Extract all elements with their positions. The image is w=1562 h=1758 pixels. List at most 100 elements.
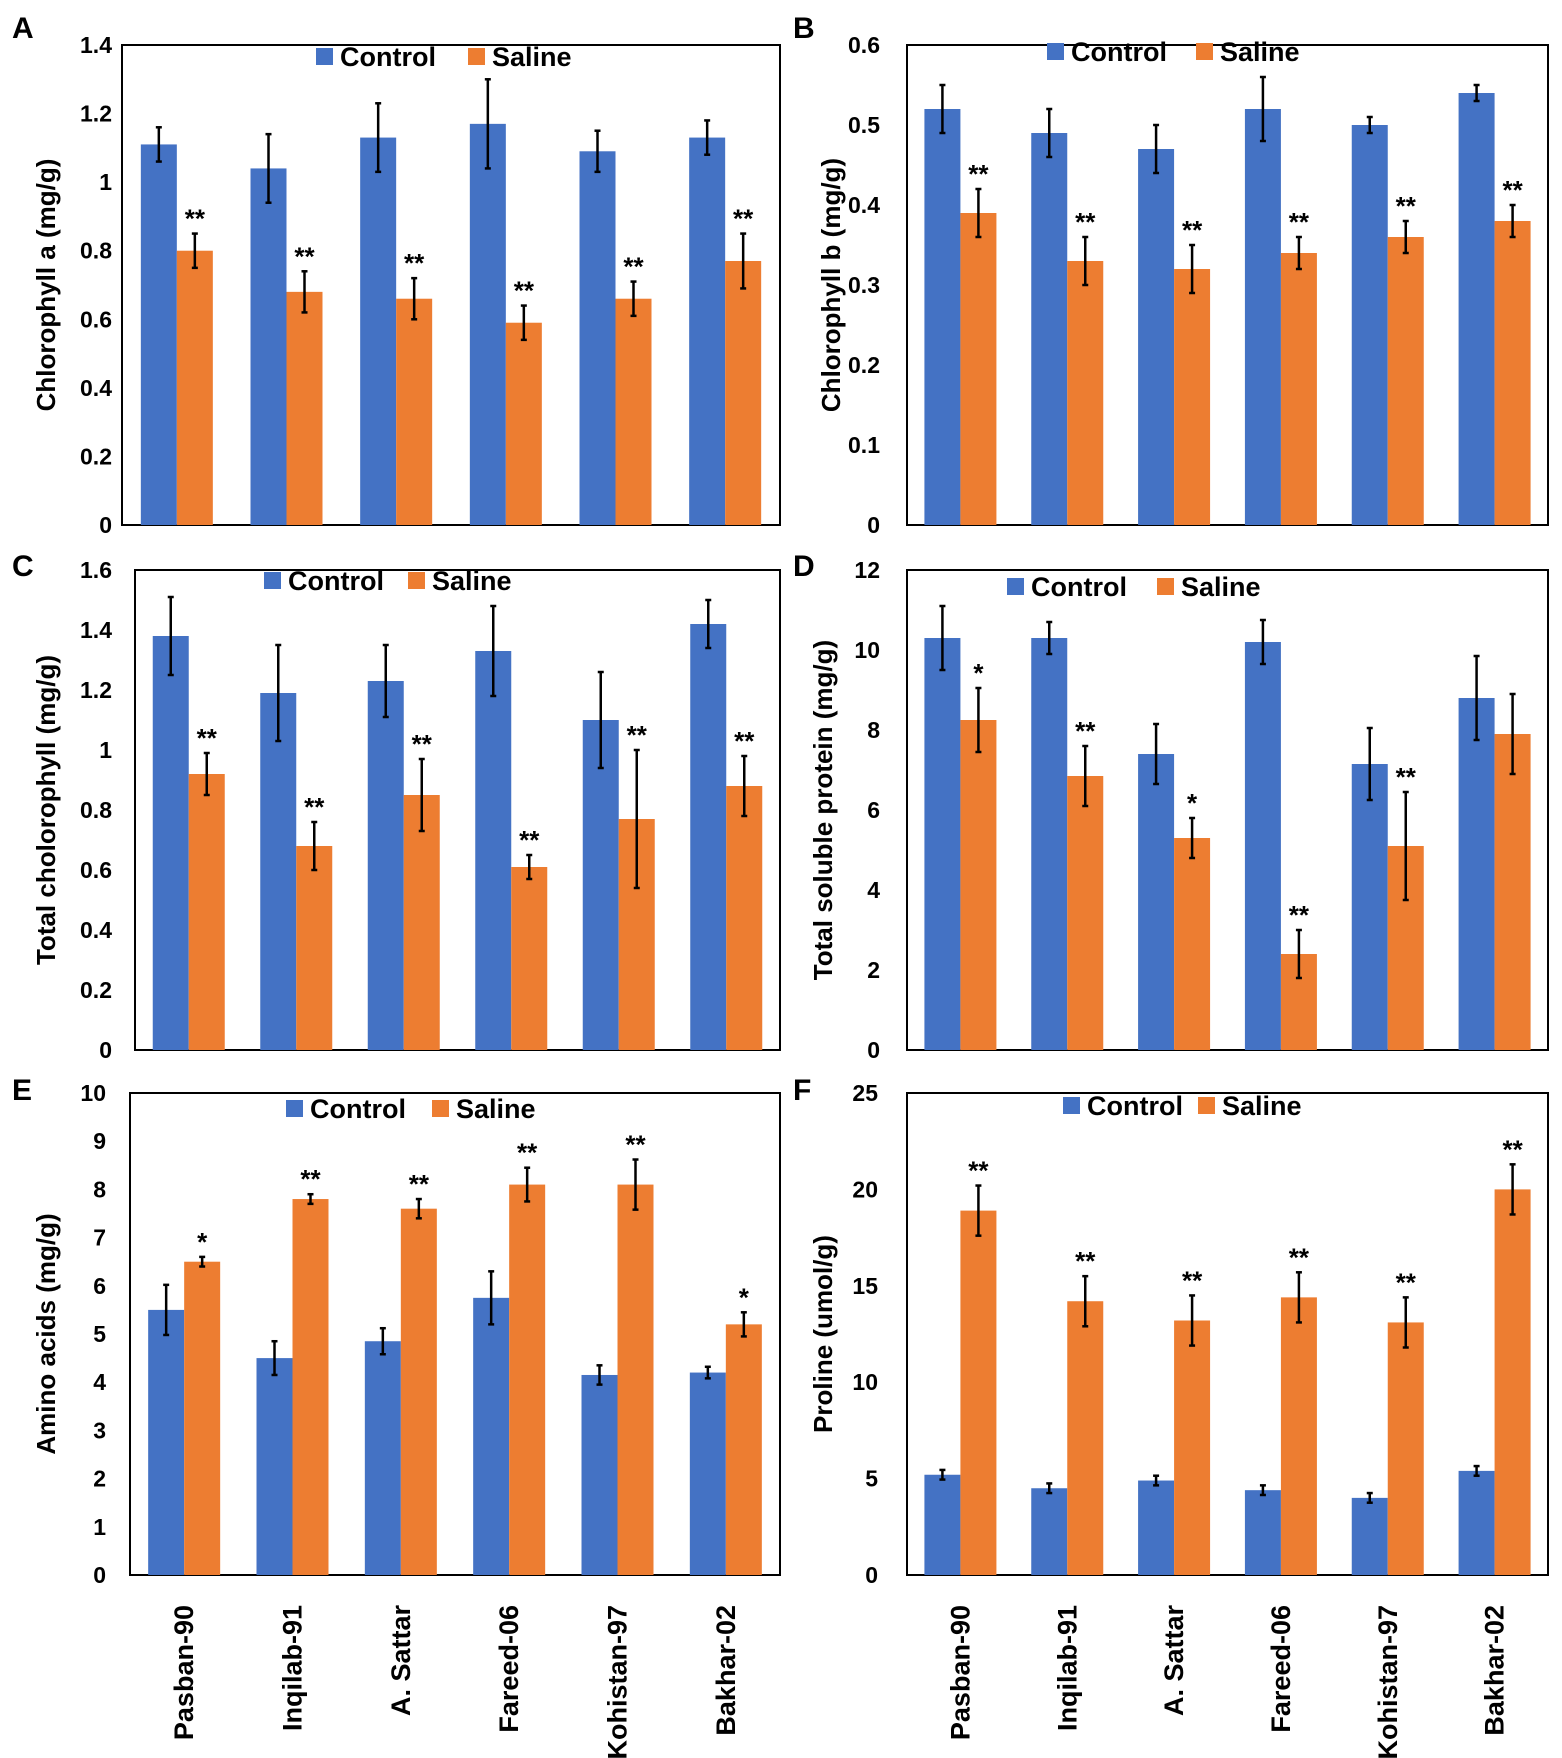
bar-saline (511, 867, 548, 1050)
legend-swatch-saline (1196, 43, 1213, 60)
bar-control (256, 1358, 293, 1575)
legend-label-control: Control (288, 566, 384, 596)
significance-label: ** (734, 726, 755, 756)
y-tick-label: 4 (867, 877, 880, 903)
x-category-label: Bakhar-02 (711, 1605, 741, 1736)
bar-control (924, 109, 961, 525)
y-tick-label: 8 (867, 717, 880, 743)
bar-control (1244, 109, 1281, 525)
panel-letter: A (12, 12, 34, 45)
y-tick-label: 0 (865, 1562, 878, 1588)
y-tick-label: 0 (867, 512, 880, 538)
y-tick-label: 2 (867, 957, 880, 983)
significance-label: ** (625, 1130, 646, 1160)
x-category-label: Pasban-90 (169, 1605, 199, 1740)
y-tick-label: 0.4 (80, 375, 112, 401)
plot-frame (906, 44, 1549, 526)
y-tick-label: 4 (93, 1369, 106, 1395)
y-tick-label: 0.5 (848, 112, 880, 138)
y-tick-label: 2 (93, 1466, 106, 1492)
legend-swatch-saline (1198, 1097, 1215, 1114)
y-tick-label: 1.2 (80, 101, 112, 127)
bar-saline (725, 261, 762, 525)
legend-label-saline: Saline (492, 42, 572, 72)
y-tick-label: 10 (854, 637, 880, 663)
bar-control (367, 681, 404, 1050)
bar-control (1351, 1497, 1388, 1575)
y-tick-label: 0 (99, 1037, 112, 1063)
significance-label: ** (185, 204, 206, 234)
bar-saline (1494, 1189, 1531, 1575)
legend-swatch-control (1047, 43, 1064, 60)
y-tick-label: 0.4 (848, 192, 880, 218)
significance-label: * (197, 1227, 208, 1257)
bar-saline (509, 1184, 546, 1575)
panel-c: C 0 0.2 0.4 0.6 0.8 1 1.2 1.4 1.6 Total cholorophy… (12, 550, 781, 1063)
bar-saline (725, 1324, 762, 1575)
bar-control (1458, 93, 1495, 525)
legend-label-control: Control (1031, 572, 1127, 602)
bar-saline (296, 846, 333, 1050)
legend-label-saline: Saline (432, 566, 512, 596)
legend-swatch-control (1063, 1097, 1080, 1114)
plot-frame (129, 1092, 781, 1576)
bar-control (364, 1341, 401, 1575)
bar-saline (396, 298, 433, 525)
y-tick-label: 10 (852, 1369, 878, 1395)
y-tick-label: 9 (93, 1128, 106, 1154)
significance-label: ** (1182, 1265, 1203, 1295)
bar-saline (188, 774, 225, 1050)
panel-a: A 0 0.2 0.4 0.6 0.8 1 1.2 1.4 Chlorophyll a (mg/g… (12, 12, 781, 538)
bar-control (140, 144, 177, 525)
plot-frame (906, 1092, 1549, 1576)
bar-control (1244, 1490, 1281, 1575)
bar-saline (960, 720, 997, 1050)
bar-control (152, 636, 189, 1050)
y-tick-label: 25 (852, 1080, 878, 1106)
panel-letter: B (793, 12, 815, 45)
legend-swatch-saline (408, 572, 425, 589)
y-tick-label: 0.3 (848, 272, 880, 298)
bar-control (1138, 149, 1175, 525)
bar-control (250, 168, 287, 525)
y-tick-label: 0.1 (848, 432, 880, 458)
y-axis-title: Amino acids (mg/g) (31, 1213, 61, 1454)
significance-label: ** (1289, 900, 1310, 930)
x-category-label: Inqilab-91 (278, 1605, 308, 1731)
legend-label-control: Control (310, 1094, 406, 1124)
significance-label: ** (1182, 215, 1203, 245)
bar-saline (615, 298, 652, 525)
legend-swatch-control (286, 1100, 303, 1117)
bar-control (1031, 133, 1068, 525)
significance-label: * (1187, 788, 1198, 818)
significance-label: ** (300, 1164, 321, 1194)
y-tick-label: 0.2 (848, 352, 880, 378)
y-tick-label: 1 (99, 737, 112, 763)
bar-saline (1067, 1301, 1104, 1575)
panel-letter: F (793, 1074, 811, 1107)
legend-label-control: Control (340, 42, 436, 72)
bar-saline (1494, 221, 1531, 525)
significance-label: ** (409, 1169, 430, 1199)
y-tick-label: 1 (99, 169, 112, 195)
significance-label: ** (514, 276, 535, 306)
bar-saline (1387, 1322, 1424, 1575)
significance-label: ** (404, 248, 425, 278)
bar-saline (1174, 269, 1211, 525)
y-tick-label: 0 (99, 512, 112, 538)
y-tick-label: 8 (93, 1176, 106, 1202)
bar-control (1138, 754, 1175, 1050)
plot-frame (134, 569, 781, 1051)
y-tick-label: 1 (93, 1514, 106, 1540)
bar-control (1458, 1470, 1495, 1575)
bar-saline (1494, 734, 1531, 1050)
bar-saline (176, 250, 213, 525)
significance-label: ** (517, 1138, 538, 1168)
y-tick-label: 6 (93, 1273, 106, 1299)
bar-control (148, 1309, 185, 1575)
significance-label: ** (733, 204, 754, 234)
plot-frame (121, 44, 781, 526)
x-category-label: Kohistan-97 (603, 1605, 633, 1758)
bar-saline (184, 1261, 221, 1575)
